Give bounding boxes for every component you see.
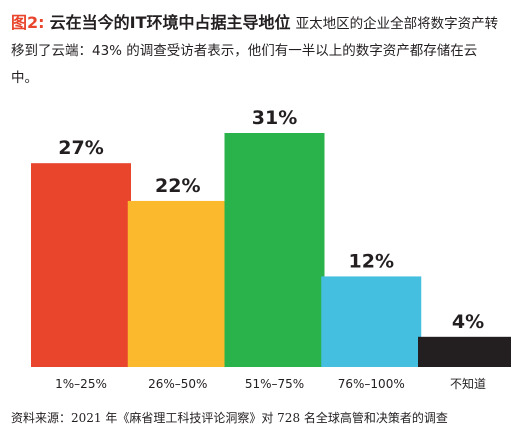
value-label-1: 22%: [155, 175, 200, 197]
bar-4: [418, 336, 511, 367]
bar-2: [224, 133, 325, 367]
category-label-4: 不知道: [450, 377, 486, 391]
value-label-3: 12%: [349, 250, 394, 272]
bar-0: [31, 163, 131, 367]
chart-description: 亚太地区的企业全部将数字资产转移到了云端：43% 的调查受访者表示，他们有一半以…: [11, 16, 499, 86]
category-label-1: 26%–50%: [148, 377, 207, 391]
figure-label: 图2:: [11, 13, 45, 32]
category-label-2: 51%–75%: [245, 377, 304, 391]
bar-1: [127, 200, 228, 367]
chart-header: 图2: 云在当今的IT环境中占据主导地位 亚太地区的企业全部将数字资产转移到了云…: [11, 10, 503, 91]
category-label-0: 1%–25%: [55, 377, 107, 391]
value-label-0: 27%: [58, 137, 103, 159]
value-label-4: 4%: [452, 311, 484, 333]
chart-title: 云在当今的IT环境中占据主导地位: [49, 13, 291, 32]
bar-3: [321, 276, 422, 367]
source-note: 资料来源：2021 年《麻省理工科技评论洞察》对 728 名全球高管和决策者的调…: [11, 411, 448, 425]
value-label-2: 31%: [252, 107, 297, 129]
category-label-3: 76%–100%: [338, 377, 405, 391]
